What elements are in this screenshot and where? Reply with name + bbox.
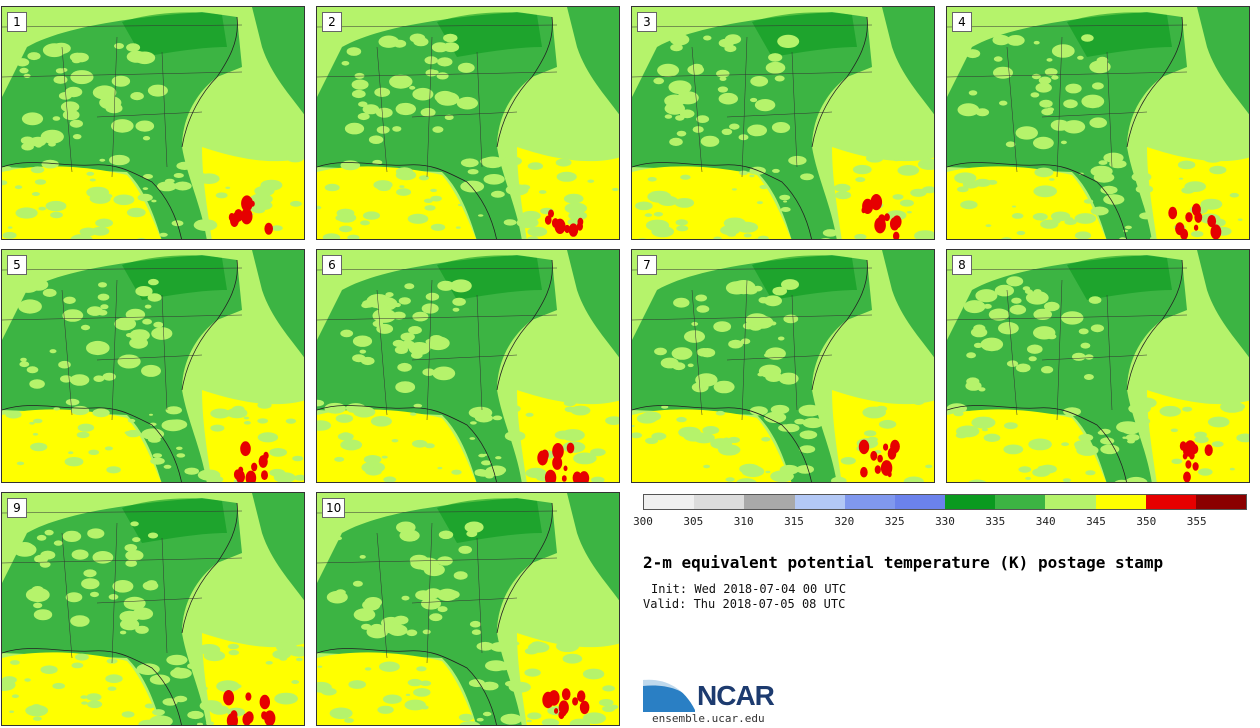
temperature-map — [632, 7, 934, 239]
colorbar-segment — [995, 495, 1046, 509]
valid-time: Valid: Thu 2018-07-05 08 UTC — [643, 597, 846, 611]
colorbar-segment — [794, 495, 845, 509]
colorbar-tick-labels: 300 305 310 315 320 325 330 335 340 345 350 355 — [633, 515, 1247, 529]
ncar-logo-icon — [643, 678, 695, 712]
init-time: Init: Wed 2018-07-04 00 UTC — [651, 582, 847, 596]
ensemble-member-panel: 4 — [946, 6, 1250, 240]
chart-title: 2-m equivalent potential temperature (K)… — [643, 553, 1164, 572]
member-number: 8 — [952, 255, 972, 275]
ensemble-member-panel: 8 — [946, 249, 1250, 483]
member-number: 10 — [322, 498, 346, 518]
colorbar-tick-label: 330 — [935, 515, 955, 528]
colorbar-segment — [844, 495, 895, 509]
ensemble-member-panel: 1 — [1, 6, 305, 240]
member-number: 9 — [7, 498, 27, 518]
temperature-map — [632, 250, 934, 482]
ensemble-member-panel: 10 — [316, 492, 620, 726]
colorbar-segment — [694, 495, 745, 509]
colorbar-tick-label: 320 — [834, 515, 855, 528]
colorbar-tick-label: 345 — [1086, 515, 1106, 528]
temperature-map — [317, 7, 619, 239]
member-number: 3 — [637, 12, 657, 32]
temperature-map — [2, 7, 304, 239]
member-number: 7 — [637, 255, 657, 275]
colorbar-tick-label: 340 — [1035, 515, 1056, 528]
colorbar-tick-label: 305 — [683, 515, 704, 528]
temperature-map — [2, 250, 304, 482]
colorbar-tick-label: 335 — [985, 515, 1006, 528]
member-number: 1 — [7, 12, 27, 32]
colorbar-tick-label: 315 — [784, 515, 804, 528]
colorbar-segment — [945, 495, 996, 509]
colorbar — [643, 494, 1247, 510]
logo-url: ensemble.ucar.edu — [652, 712, 765, 725]
colorbar-tick-label: 300 — [633, 515, 653, 528]
member-number: 2 — [322, 12, 342, 32]
ensemble-member-panel: 5 — [1, 249, 305, 483]
temperature-map — [947, 250, 1249, 482]
colorbar-tick-label: 350 — [1136, 515, 1157, 528]
ensemble-member-panel: 7 — [631, 249, 935, 483]
temperature-map — [2, 493, 304, 725]
temperature-map — [947, 7, 1249, 239]
colorbar-segment — [744, 495, 795, 509]
colorbar-segment — [1095, 495, 1146, 509]
colorbar-tick-label: 355 — [1186, 515, 1207, 528]
logo-text: NCAR — [697, 680, 775, 711]
ensemble-member-panel: 9 — [1, 492, 305, 726]
temperature-map — [317, 493, 619, 725]
ensemble-member-panel: 6 — [316, 249, 620, 483]
colorbar-segment — [644, 495, 695, 509]
colorbar-segment — [1195, 495, 1247, 509]
ensemble-member-panel: 3 — [631, 6, 935, 240]
colorbar-segment — [1045, 495, 1096, 509]
colorbar-tick-label: 310 — [733, 515, 754, 528]
colorbar-segment — [1145, 495, 1196, 509]
member-number: 5 — [7, 255, 27, 275]
member-number: 6 — [322, 255, 342, 275]
colorbar-segment — [894, 495, 946, 509]
colorbar-tick-label: 325 — [884, 515, 905, 528]
ensemble-member-panel: 2 — [316, 6, 620, 240]
member-number: 4 — [952, 12, 972, 32]
temperature-map — [317, 250, 619, 482]
